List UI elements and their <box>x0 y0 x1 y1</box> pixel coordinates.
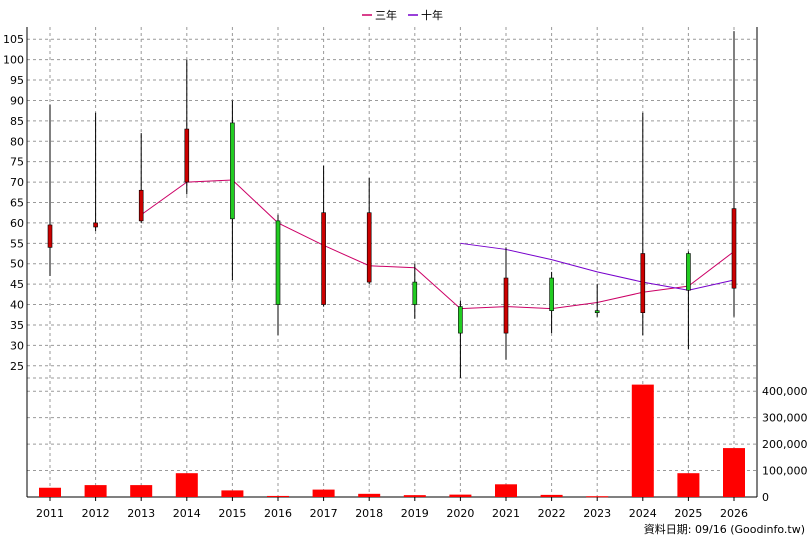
price-tick-label: 80 <box>10 135 24 148</box>
candle-body <box>138 189 144 222</box>
price-tick-label: 25 <box>10 360 24 373</box>
price-tick-label: 40 <box>10 299 24 312</box>
candle <box>47 104 53 276</box>
volume-tick-label: 300,000 <box>762 412 808 425</box>
price-tick-label: 35 <box>10 319 24 332</box>
candle-body <box>47 224 53 248</box>
price-tick-label: 85 <box>10 115 24 128</box>
price-tick-label: 50 <box>10 258 24 271</box>
price-tick-label: 105 <box>3 33 24 46</box>
price-tick-label: 65 <box>10 197 24 210</box>
volume-bar <box>39 487 61 497</box>
x-tick-label: 2011 <box>36 507 64 520</box>
volume-bar <box>631 384 654 497</box>
candle <box>138 133 144 223</box>
candle <box>321 165 326 307</box>
candle-body <box>686 253 691 291</box>
volume-bar <box>84 485 107 497</box>
volume-bar <box>175 473 198 497</box>
candle-body <box>412 281 418 305</box>
candles <box>47 31 737 378</box>
volume-bar <box>267 495 289 497</box>
price-tick-label: 75 <box>10 156 24 169</box>
candle <box>230 100 235 281</box>
price-tick-label: 45 <box>10 278 24 291</box>
price-tick-label: 90 <box>10 94 24 107</box>
volume-bar <box>312 489 335 497</box>
candle-body <box>549 277 554 311</box>
price-tick-label: 100 <box>3 54 24 67</box>
volume-tick-label: 0 <box>762 491 769 504</box>
candle-body <box>366 212 372 283</box>
x-tick-label: 2017 <box>310 507 338 520</box>
x-tick-label: 2026 <box>720 507 748 520</box>
volume-bar <box>677 473 700 497</box>
candle-body <box>640 253 646 313</box>
volume-bar <box>130 485 153 497</box>
x-tick-label: 2016 <box>264 507 292 520</box>
candle <box>184 59 190 195</box>
x-tick-label: 2025 <box>674 507 702 520</box>
x-tick-label: 2013 <box>127 507 155 520</box>
legend-label-3y: 三年 <box>375 8 397 22</box>
candle-body <box>230 122 235 220</box>
candle-body <box>594 310 600 313</box>
candle-body <box>93 222 98 228</box>
candle-body <box>275 220 281 305</box>
legend: 三年 十年 <box>362 8 443 22</box>
x-tick-label: 2018 <box>355 507 383 520</box>
price-tick-label: 60 <box>10 217 24 230</box>
candle <box>594 284 600 317</box>
volume-bar <box>403 495 426 497</box>
legend-label-10y: 十年 <box>421 8 443 22</box>
price-tick-label: 70 <box>10 176 24 189</box>
x-tick-label: 2024 <box>629 507 657 520</box>
tick-labels: 25 30 35 40 45 50 55 60 65 70 75 80 85 90 95 100 105 0 100… <box>3 33 808 520</box>
candle-body <box>503 277 509 334</box>
candle <box>731 31 737 317</box>
volume-bar <box>221 490 244 497</box>
volume-bar <box>723 448 745 497</box>
ma-line-三年 <box>140 179 735 310</box>
volume-bars <box>39 384 745 498</box>
price-tick-label: 30 <box>10 339 24 352</box>
volume-bar <box>449 494 472 497</box>
x-tick-label: 2021 <box>492 507 520 520</box>
candle-body <box>184 128 190 183</box>
candle-body <box>458 306 463 334</box>
x-tick-label: 2019 <box>401 507 429 520</box>
candle <box>686 251 691 350</box>
candle <box>503 247 509 360</box>
x-tick-label: 2015 <box>218 507 246 520</box>
candle <box>549 271 554 334</box>
candle <box>366 178 372 285</box>
volume-bar <box>495 484 517 497</box>
candle <box>640 112 646 336</box>
price-tick-label: 95 <box>10 74 24 87</box>
x-tick-label: 2020 <box>446 507 474 520</box>
volume-tick-label: 100,000 <box>762 465 808 478</box>
volume-tick-label: 200,000 <box>762 438 808 451</box>
volume-bar <box>586 496 609 498</box>
candle-body <box>731 208 737 289</box>
x-tick-label: 2023 <box>583 507 611 520</box>
x-tick-label: 2014 <box>173 507 201 520</box>
volume-bar <box>358 493 381 497</box>
x-tick-label: 2012 <box>82 507 110 520</box>
candle <box>458 300 463 378</box>
volume-tick-label: 400,000 <box>762 385 808 398</box>
candle <box>93 112 98 232</box>
candle <box>412 263 418 319</box>
price-tick-label: 55 <box>10 237 24 250</box>
candle-body <box>321 212 326 305</box>
volume-bar <box>540 494 563 497</box>
x-tick-label: 2022 <box>538 507 566 520</box>
candle <box>275 214 281 336</box>
data-date-footer: 資料日期: 09/16 (Goodinfo.tw) <box>644 522 805 536</box>
